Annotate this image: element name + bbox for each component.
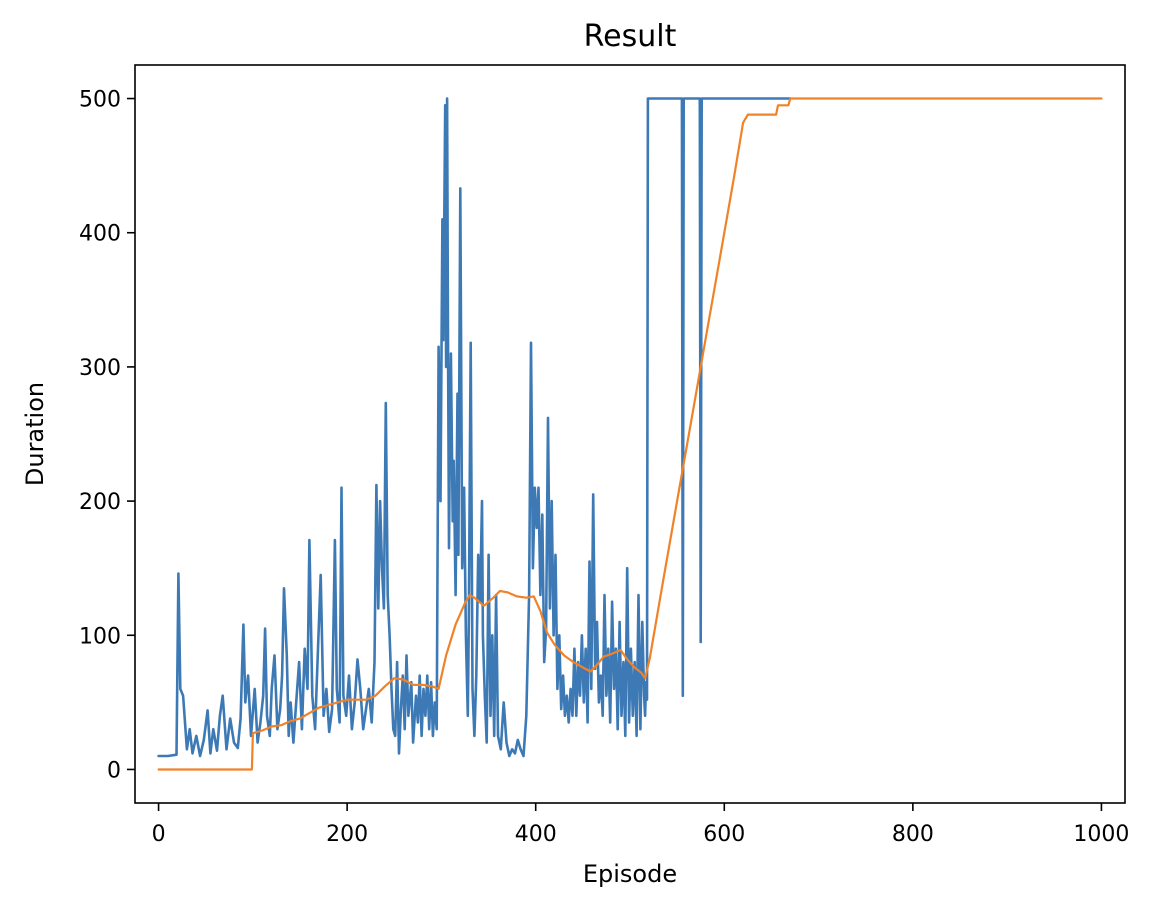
y-axis-label: Duration: [21, 382, 49, 486]
x-tick-label: 0: [152, 822, 166, 847]
plot-frame: [134, 64, 1126, 804]
y-tick-label: 500: [79, 88, 121, 113]
plot-area: [157, 97, 1103, 771]
y-tick-label: 200: [79, 490, 121, 515]
y-tick-label: 400: [79, 222, 121, 247]
y-axis: 0 100 200 300 400 500: [79, 88, 135, 783]
x-tick-label: 400: [515, 822, 557, 847]
y-tick-label: 0: [107, 758, 121, 783]
x-tick-label: 800: [892, 822, 934, 847]
x-tick-label: 200: [326, 822, 368, 847]
x-axis-label: Episode: [583, 860, 677, 888]
series-line-1: [157, 97, 792, 758]
x-tick-label: 600: [703, 822, 745, 847]
chart-title: Result: [584, 19, 677, 54]
y-tick-label: 300: [79, 356, 121, 381]
x-axis: 0 200 400 600 800 1000: [152, 803, 1129, 847]
series-line-2: [157, 97, 1103, 771]
x-tick-label: 1000: [1073, 822, 1129, 847]
y-tick-label: 100: [79, 624, 121, 649]
